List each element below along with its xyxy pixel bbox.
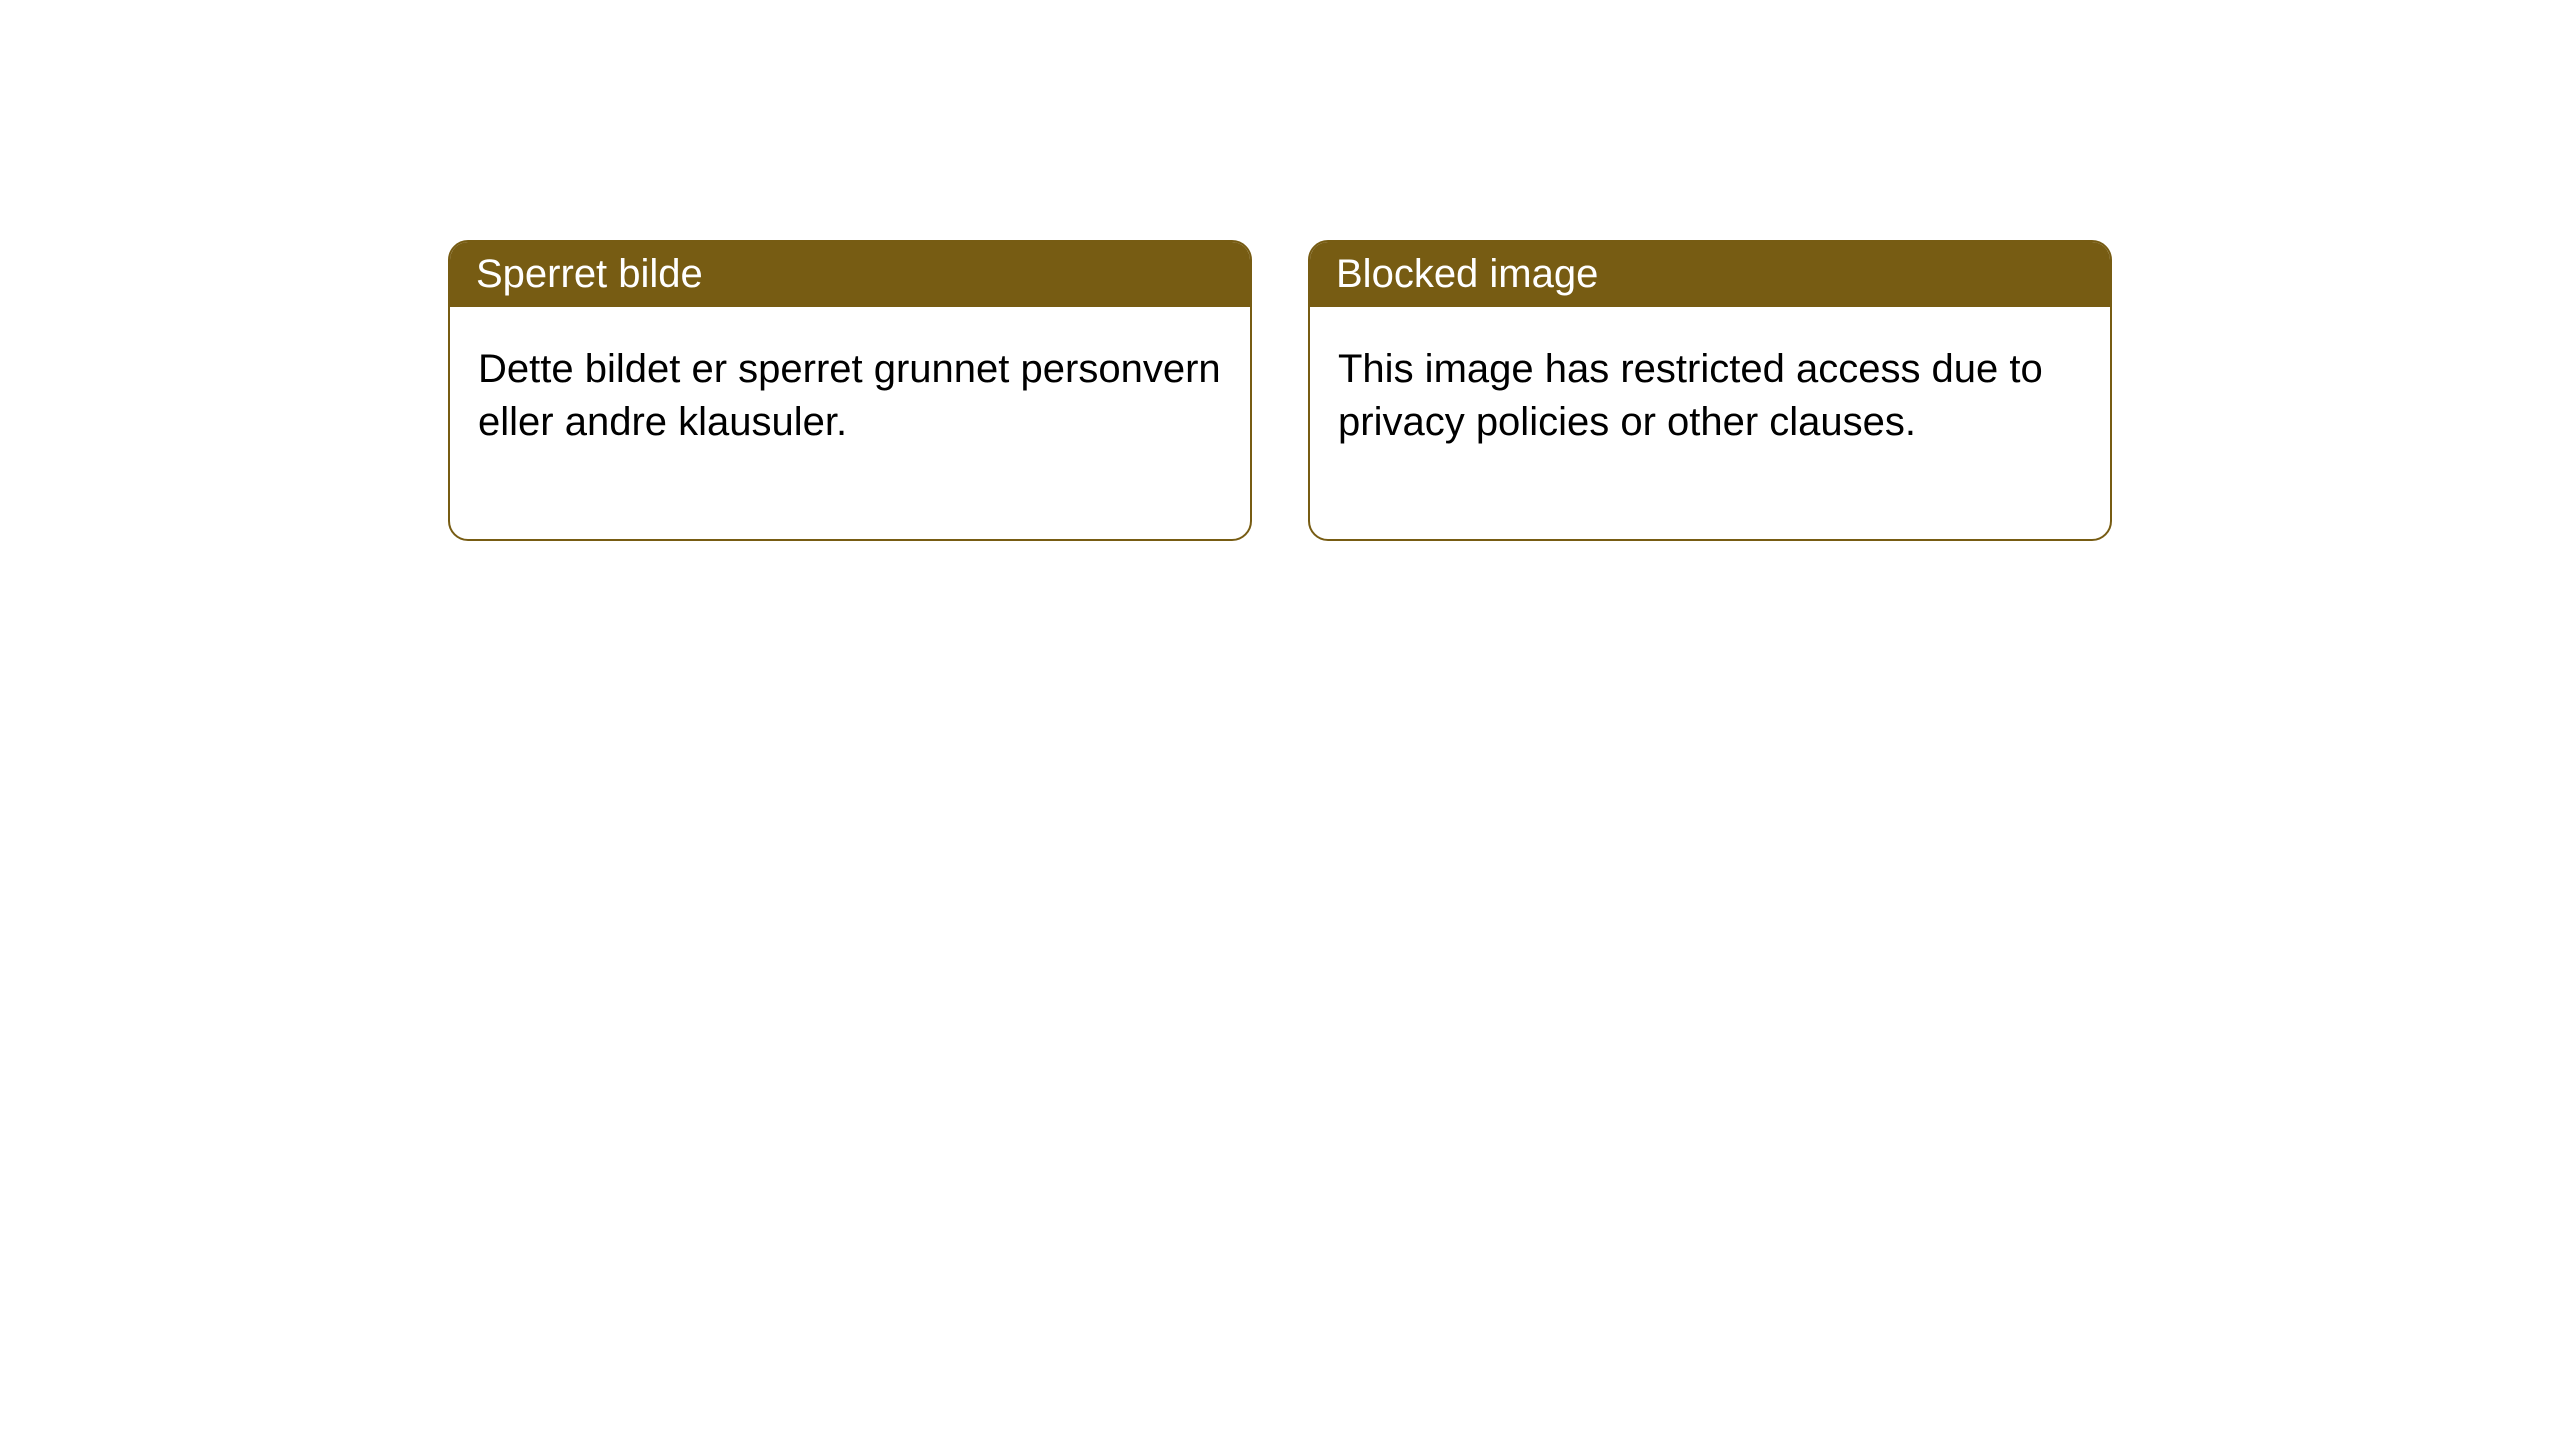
card-body: This image has restricted access due to … xyxy=(1310,307,2110,539)
card-header: Blocked image xyxy=(1310,242,2110,307)
card-body-text: This image has restricted access due to … xyxy=(1338,347,2043,444)
notice-cards-container: Sperret bilde Dette bildet er sperret gr… xyxy=(448,240,2112,541)
card-body-text: Dette bildet er sperret grunnet personve… xyxy=(478,347,1221,444)
card-title: Blocked image xyxy=(1336,252,1598,296)
notice-card-english: Blocked image This image has restricted … xyxy=(1308,240,2112,541)
card-header: Sperret bilde xyxy=(450,242,1250,307)
card-body: Dette bildet er sperret grunnet personve… xyxy=(450,307,1250,539)
notice-card-norwegian: Sperret bilde Dette bildet er sperret gr… xyxy=(448,240,1252,541)
card-title: Sperret bilde xyxy=(476,252,703,296)
